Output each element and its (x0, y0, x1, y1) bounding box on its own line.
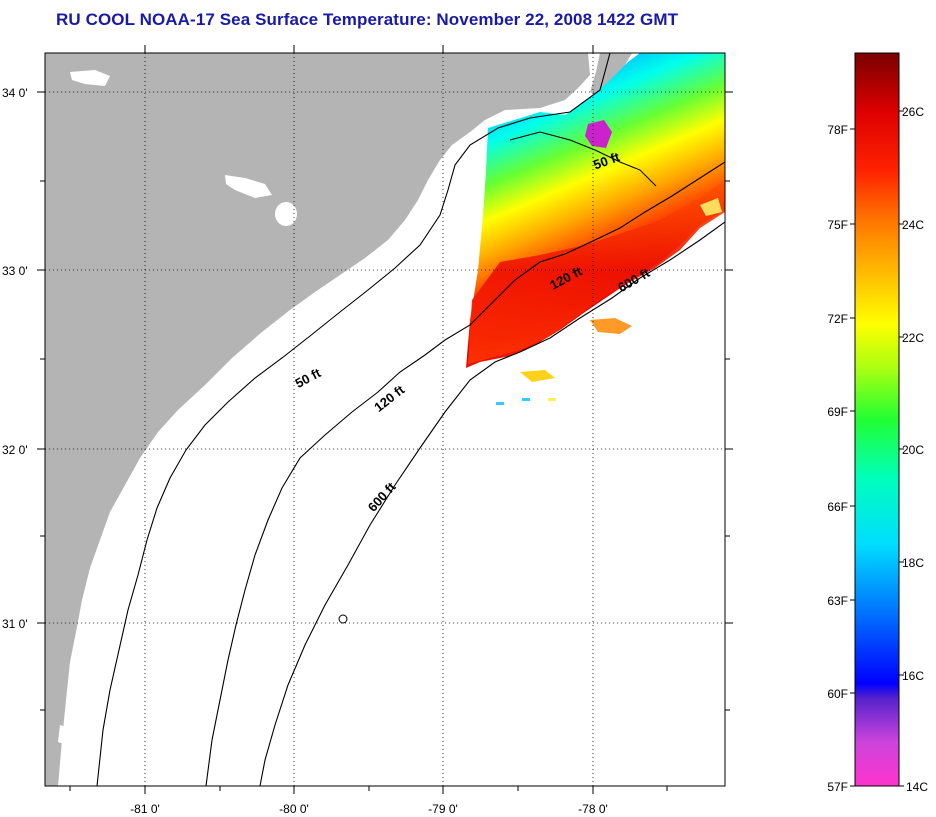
colorbar-c-label: 26C (902, 105, 924, 119)
lake (225, 175, 272, 198)
colorbar-c-label: 16C (902, 669, 924, 683)
colorbar-f-label: 69F (827, 405, 848, 419)
colorbar-c-ticks (899, 110, 904, 787)
colorbar-f-label: 63F (827, 594, 848, 608)
colorbar-frame (854, 52, 900, 787)
cold-patch (585, 120, 612, 148)
colorbar-f-label: 75F (827, 218, 848, 232)
lake (58, 725, 68, 745)
colorbar-c-label: 22C (902, 331, 924, 345)
lat-label: 32 0' (2, 443, 28, 457)
lon-label: -78 0' (578, 802, 608, 816)
sst-scatter (520, 370, 555, 382)
colorbar-f-label: 60F (827, 687, 848, 701)
sst-scatter (548, 398, 556, 401)
colorbar-f-label: 78F (827, 123, 848, 137)
lat-label: 31 0' (2, 617, 28, 631)
colorbar-c-label: 18C (902, 556, 924, 570)
gulf-stream-band (468, 180, 725, 364)
sst-scatter (496, 402, 504, 405)
colorbar-f-label: 72F (827, 312, 848, 326)
land-mass (45, 53, 590, 786)
colorbar-f-label: 57F (827, 780, 848, 794)
colorbar-c-label: 24C (902, 218, 924, 232)
colorbar-f-ticks (850, 128, 855, 787)
gridlines (45, 53, 725, 786)
lake (70, 70, 110, 86)
lake (275, 202, 297, 226)
lon-ticks (69, 45, 668, 794)
lon-label: -81 0' (130, 802, 160, 816)
map-frame (44, 52, 726, 787)
lon-label: -80 0' (279, 802, 309, 816)
lat-ticks (37, 91, 733, 711)
lat-label: 33 0' (2, 264, 28, 278)
contour-600ft (259, 221, 725, 786)
sst-scatter (590, 318, 632, 334)
contour-50ft (96, 53, 611, 786)
colorbar-f-label: 66F (827, 500, 848, 514)
sst-scatter (700, 198, 722, 216)
seamount-ring (338, 614, 348, 624)
sst-scatter (522, 398, 530, 401)
contour-120ft (205, 161, 725, 786)
colorbar (855, 53, 899, 786)
lat-label: 34 0' (2, 86, 28, 100)
colorbar-c-label: 20C (902, 443, 924, 457)
contour-50ft-north (509, 131, 657, 187)
land-cape (590, 53, 632, 96)
colorbar-c-label: 14C (906, 780, 928, 794)
map-title: RU COOL NOAA-17 Sea Surface Temperature:… (56, 10, 679, 29)
lon-label: -79 0' (428, 802, 458, 816)
